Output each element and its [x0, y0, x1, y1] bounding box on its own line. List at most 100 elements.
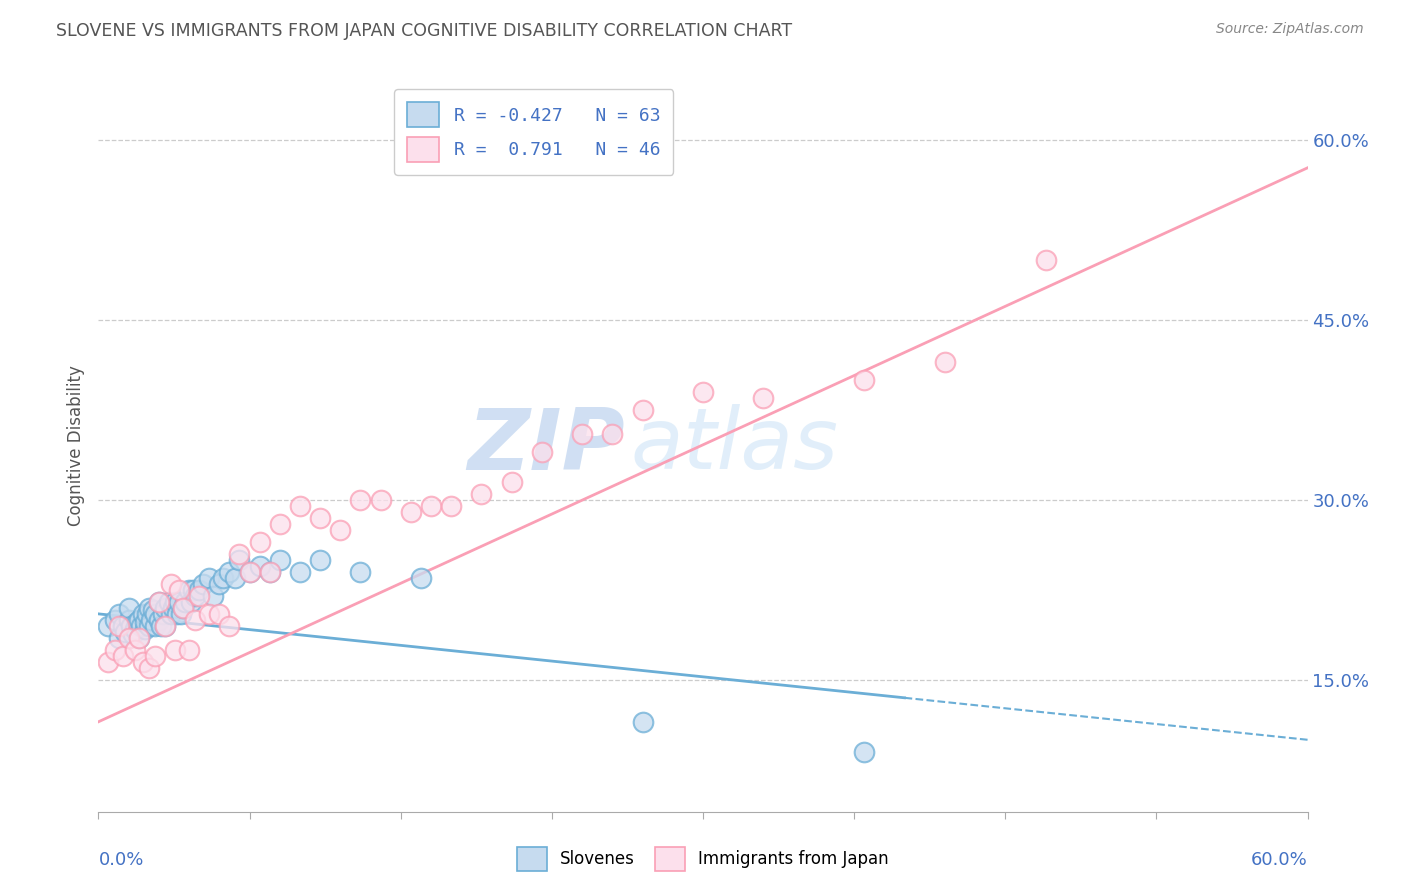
Point — [181, 582, 204, 597]
Point — [153, 600, 176, 615]
Point — [143, 648, 166, 663]
Point — [118, 613, 141, 627]
Point — [602, 427, 624, 442]
Legend: R = -0.427   N = 63, R =  0.791   N = 46: R = -0.427 N = 63, R = 0.791 N = 46 — [394, 89, 673, 175]
Point — [163, 595, 186, 609]
Point — [188, 589, 211, 603]
Point — [134, 615, 156, 630]
Text: 0.0%: 0.0% — [98, 851, 143, 869]
Point — [148, 595, 170, 609]
Point — [193, 577, 215, 591]
Point — [128, 631, 150, 645]
Point — [188, 582, 211, 597]
Point — [153, 619, 176, 633]
Point — [103, 643, 125, 657]
Point — [853, 373, 876, 387]
Point — [167, 582, 190, 597]
Point — [120, 619, 142, 633]
Text: atlas: atlas — [630, 404, 838, 488]
Point — [571, 427, 593, 442]
Point — [288, 499, 311, 513]
Point — [170, 607, 193, 621]
Point — [501, 475, 523, 489]
Text: SLOVENE VS IMMIGRANTS FROM JAPAN COGNITIVE DISABILITY CORRELATION CHART: SLOVENE VS IMMIGRANTS FROM JAPAN COGNITI… — [56, 22, 793, 40]
Point — [198, 571, 221, 585]
Point — [208, 577, 231, 591]
Point — [218, 619, 240, 633]
Point — [198, 607, 221, 621]
Point — [143, 607, 166, 621]
Point — [114, 624, 136, 639]
Point — [107, 631, 129, 645]
Point — [399, 505, 422, 519]
Point — [853, 745, 876, 759]
Point — [124, 643, 146, 657]
Point — [212, 571, 235, 585]
Point — [752, 391, 775, 405]
Y-axis label: Cognitive Disability: Cognitive Disability — [66, 366, 84, 526]
Legend: Slovenes, Immigrants from Japan: Slovenes, Immigrants from Japan — [509, 839, 897, 880]
Point — [139, 613, 162, 627]
Point — [631, 403, 654, 417]
Point — [128, 613, 150, 627]
Point — [174, 595, 197, 609]
Point — [142, 603, 165, 617]
Point — [129, 619, 152, 633]
Point — [179, 582, 201, 597]
Point — [111, 648, 134, 663]
Point — [409, 571, 432, 585]
Point — [224, 571, 246, 585]
Point — [132, 607, 155, 621]
Point — [692, 385, 714, 400]
Point — [97, 655, 120, 669]
Point — [179, 643, 201, 657]
Point — [202, 589, 225, 603]
Text: Source: ZipAtlas.com: Source: ZipAtlas.com — [1216, 22, 1364, 37]
Point — [152, 607, 174, 621]
Point — [132, 655, 155, 669]
Point — [309, 553, 332, 567]
Point — [184, 613, 207, 627]
Point — [259, 565, 281, 579]
Point — [163, 643, 186, 657]
Point — [249, 535, 271, 549]
Point — [125, 615, 148, 630]
Point — [269, 553, 291, 567]
Point — [138, 661, 160, 675]
Point — [180, 595, 202, 609]
Point — [143, 619, 166, 633]
Text: 60.0%: 60.0% — [1251, 851, 1308, 869]
Point — [107, 607, 129, 621]
Point — [97, 619, 120, 633]
Point — [153, 619, 176, 633]
Point — [167, 595, 190, 609]
Point — [128, 631, 150, 645]
Point — [269, 516, 291, 531]
Point — [309, 511, 332, 525]
Point — [160, 607, 183, 621]
Point — [107, 619, 129, 633]
Point — [118, 631, 141, 645]
Point — [530, 445, 553, 459]
Point — [239, 565, 262, 579]
Point — [208, 607, 231, 621]
Point — [135, 607, 157, 621]
Point — [249, 558, 271, 573]
Point — [124, 623, 146, 637]
Point — [1035, 253, 1057, 268]
Point — [148, 613, 170, 627]
Point — [370, 492, 392, 507]
Point — [228, 547, 250, 561]
Point — [259, 565, 281, 579]
Point — [288, 565, 311, 579]
Point — [329, 523, 352, 537]
Point — [121, 627, 143, 641]
Point — [172, 600, 194, 615]
Text: ZIP: ZIP — [467, 404, 624, 488]
Point — [149, 619, 172, 633]
Point — [134, 623, 156, 637]
Point — [166, 607, 188, 621]
Point — [228, 553, 250, 567]
Point — [172, 600, 194, 615]
Point — [218, 565, 240, 579]
